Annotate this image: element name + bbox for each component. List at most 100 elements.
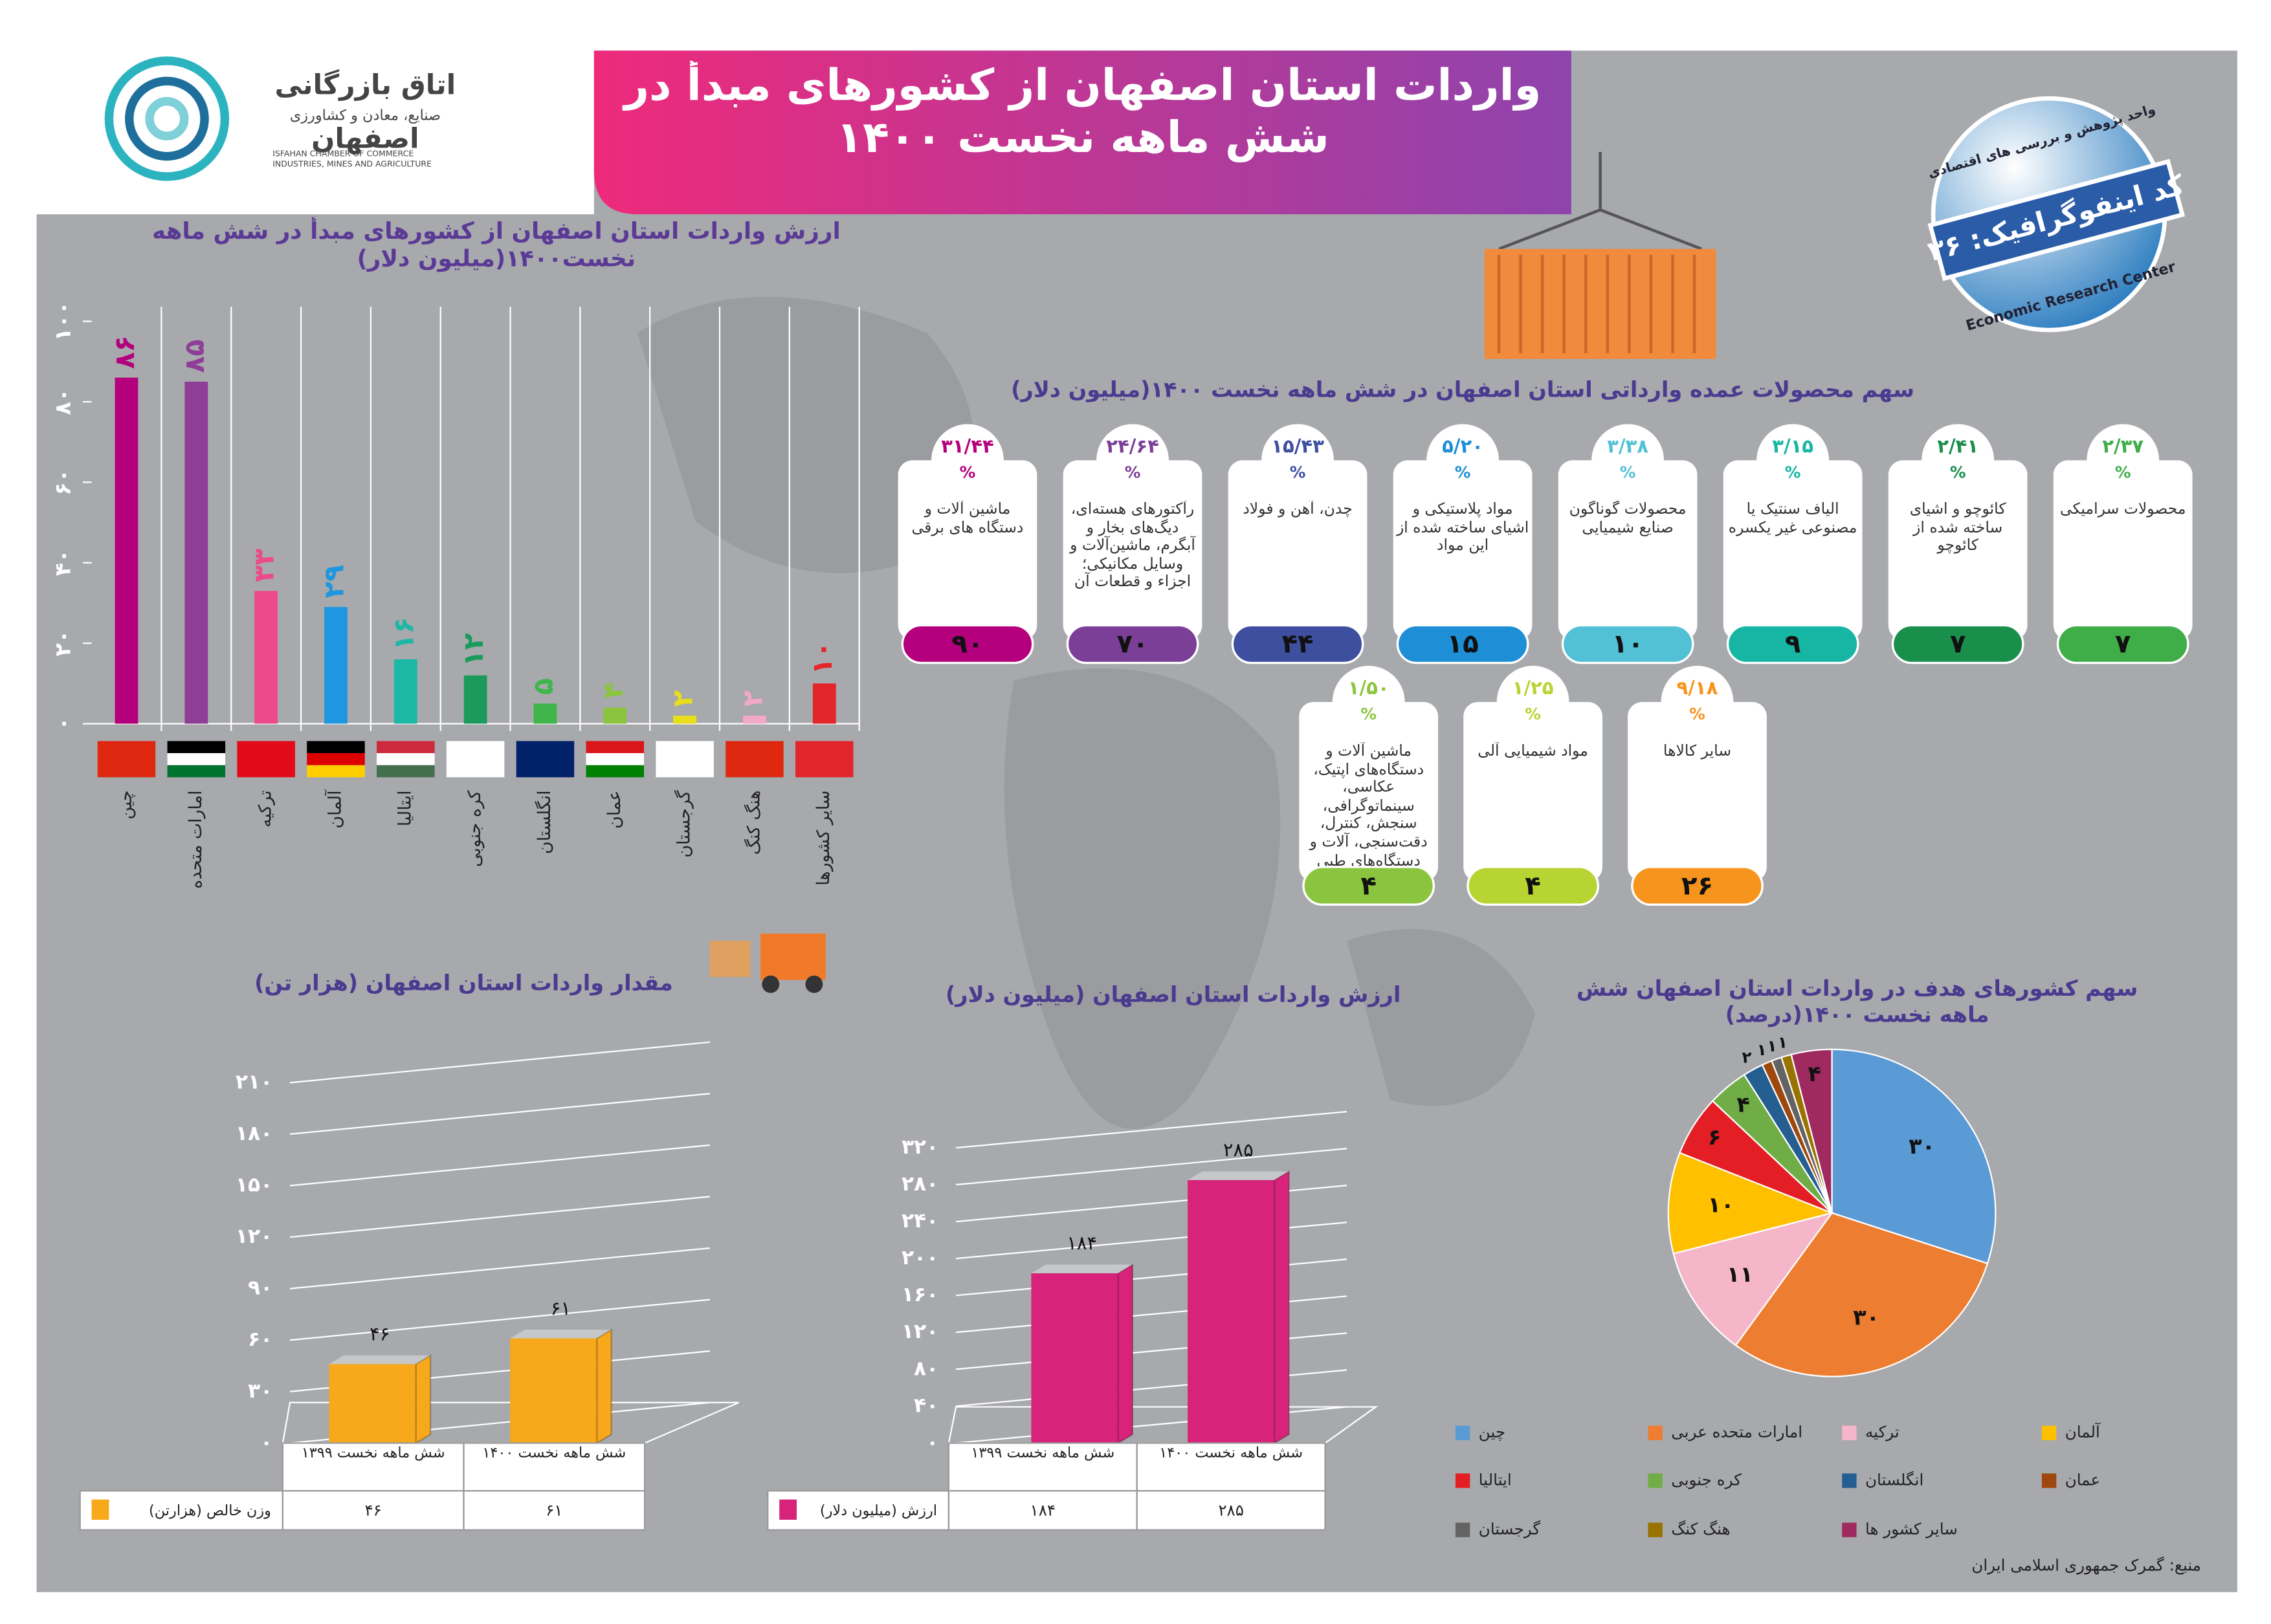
share-circle — [1096, 424, 1169, 497]
flag — [167, 765, 226, 778]
bar — [510, 1338, 597, 1443]
legend-label: گرجستان — [1479, 1520, 1541, 1539]
flag — [726, 741, 784, 778]
flag — [377, 753, 435, 765]
value-label: ۷ — [2115, 630, 2131, 659]
x-tick-label: انگلستان — [534, 790, 555, 854]
legend-label: سایر کشور ها — [1865, 1520, 1958, 1539]
product-name: الیاف سنتیک یا مصنوعی غیر یکسره — [1728, 501, 1857, 537]
share-circle — [1661, 666, 1734, 738]
bar — [812, 683, 836, 724]
y-tick-label: ۲۰ — [50, 630, 76, 657]
share-circle — [1922, 424, 1995, 497]
percent-sign: % — [960, 463, 976, 482]
legend-swatch — [1842, 1473, 1857, 1488]
logo-subtitle: صنایع، معادن و کشاورزی — [290, 107, 441, 124]
product-name: مواد پلاستیکی و اشیای ساخته شده از این م… — [1396, 501, 1529, 555]
percent-sign: % — [1620, 463, 1636, 482]
flag — [586, 765, 645, 778]
bar-side — [596, 1328, 612, 1445]
legend-label: هنگ کنگ — [1671, 1520, 1730, 1539]
product-name-box: الیاف سنتیک یا مصنوعی غیر یکسره — [1728, 501, 1857, 537]
product-name: رآکتورهای هسته‌ای، دیگ‌های بخار و آبگرم،… — [1070, 501, 1195, 591]
table-value: ۶۱ — [546, 1501, 562, 1520]
y-tick-label: ۱۲۰ — [236, 1225, 272, 1248]
card — [898, 460, 1037, 640]
category-label-box: شش ماهه نخست ۱۳۹۹ — [971, 1446, 1114, 1462]
value-pill — [1396, 624, 1529, 664]
share-circle — [1496, 666, 1569, 738]
y-tick-label: ۸۰ — [50, 389, 76, 415]
pie-value-label: ۴ — [1808, 1061, 1821, 1086]
value-label: ۴ — [1360, 871, 1377, 901]
x-tick-label: سایر کشورها — [814, 790, 834, 885]
share-circle — [1426, 424, 1500, 497]
flag — [377, 741, 435, 754]
chart-title: سهم کشورهای هدف در واردات استان اصفهان ش… — [1576, 975, 2138, 1028]
value-pill — [2056, 624, 2189, 664]
percent-sign: % — [1125, 463, 1141, 482]
share-circle — [2087, 424, 2160, 497]
product-name-box: محصولات گوناگون صنایع شیمیایی — [1569, 501, 1687, 536]
product-name-box: رآکتورهای هسته‌ای، دیگ‌های بخار و آبگرم،… — [1070, 501, 1195, 591]
table-row-label-cell — [79, 1490, 283, 1531]
y-tick-label: ۴۰ — [50, 549, 76, 576]
forklift — [709, 933, 826, 993]
grid-line — [955, 1110, 1347, 1149]
table-row-label: ارزش (میلیون دلار) — [820, 1502, 937, 1519]
product-name: کائوچو و اشیای ساخته شده از کائوچو — [1909, 501, 2006, 555]
pie-slice — [1831, 1048, 1997, 1265]
legend-label: امارات متحده عربی — [1671, 1423, 1802, 1442]
card — [1628, 701, 1767, 882]
table-value: ۱۸۴ — [1030, 1501, 1056, 1520]
x-tick-label: عمان — [604, 790, 625, 828]
y-tick-label: ۶۰ — [248, 1328, 272, 1351]
pie-value-label: ۱۰ — [1707, 1192, 1734, 1217]
x-tick-label: ایتالیا — [395, 790, 415, 826]
value-pill — [1631, 866, 1764, 906]
category-label: شش ماهه نخست ۱۴۰۰ — [482, 1445, 626, 1462]
bar-value-label: ۲ — [668, 690, 700, 707]
product-name-box: کائوچو و اشیای ساخته شده از کائوچو — [1909, 501, 2006, 555]
share-label: ۵/۲۰ — [1442, 435, 1483, 457]
chart-title: ارزش واردات استان اصفهان از کشورهای مبدأ… — [151, 217, 841, 272]
bar-top — [510, 1330, 612, 1339]
share-label: ۳/۱۵ — [1772, 435, 1813, 457]
pie-value-label: ۱ — [1778, 1033, 1788, 1051]
bar-value-label: ۴۶ — [370, 1323, 390, 1345]
share-label: ۱/۵۰ — [1348, 677, 1390, 699]
y-tick-label: ۱۰۰ — [50, 302, 76, 341]
bar-value-label: ۳۳ — [249, 549, 281, 582]
product-name-box: چدن، آهن و فولاد — [1243, 501, 1352, 518]
pie-value-label: ۳۰ — [1909, 1134, 1935, 1159]
x-tick-label: امارات متحده — [186, 790, 206, 888]
bar-top — [329, 1355, 431, 1365]
share-label: ۲۴/۶۴ — [1106, 435, 1159, 457]
table-cell — [282, 1490, 465, 1531]
product-name-box: مواد پلاستیکی و اشیای ساخته شده از این م… — [1396, 501, 1529, 555]
card — [1558, 460, 1698, 640]
bar — [1188, 1180, 1275, 1443]
bar-value-label: ۸۵ — [179, 340, 211, 373]
share-circle — [931, 424, 1004, 497]
legend-label: عمان — [2065, 1471, 2100, 1489]
percent-sign: % — [1360, 705, 1377, 723]
table-header-cell — [463, 1442, 646, 1492]
pie-value-label: ۴ — [1736, 1092, 1749, 1117]
x-tick-label: گرجستان — [674, 790, 694, 857]
percent-sign: % — [1950, 463, 1966, 482]
value-label: ۷ — [1950, 630, 1966, 659]
y-tick-label: ۳۰ — [248, 1379, 272, 1403]
pie-value-label: ۳۰ — [1853, 1305, 1879, 1330]
main-title-box: واردات استان اصفهان از کشورهای مبدأ در ش… — [624, 61, 1541, 164]
y-tick-label: ۱۸۰ — [236, 1122, 272, 1145]
y-tick-label: ۰ — [260, 1431, 272, 1454]
value-pill — [1561, 624, 1694, 664]
flag — [586, 741, 645, 754]
x-tick-label: آلمان — [324, 789, 345, 829]
y-tick-label: ۱۶۰ — [902, 1283, 938, 1306]
bar — [329, 1364, 416, 1443]
value-label: ۴۴ — [1281, 630, 1313, 659]
bar — [533, 703, 557, 724]
